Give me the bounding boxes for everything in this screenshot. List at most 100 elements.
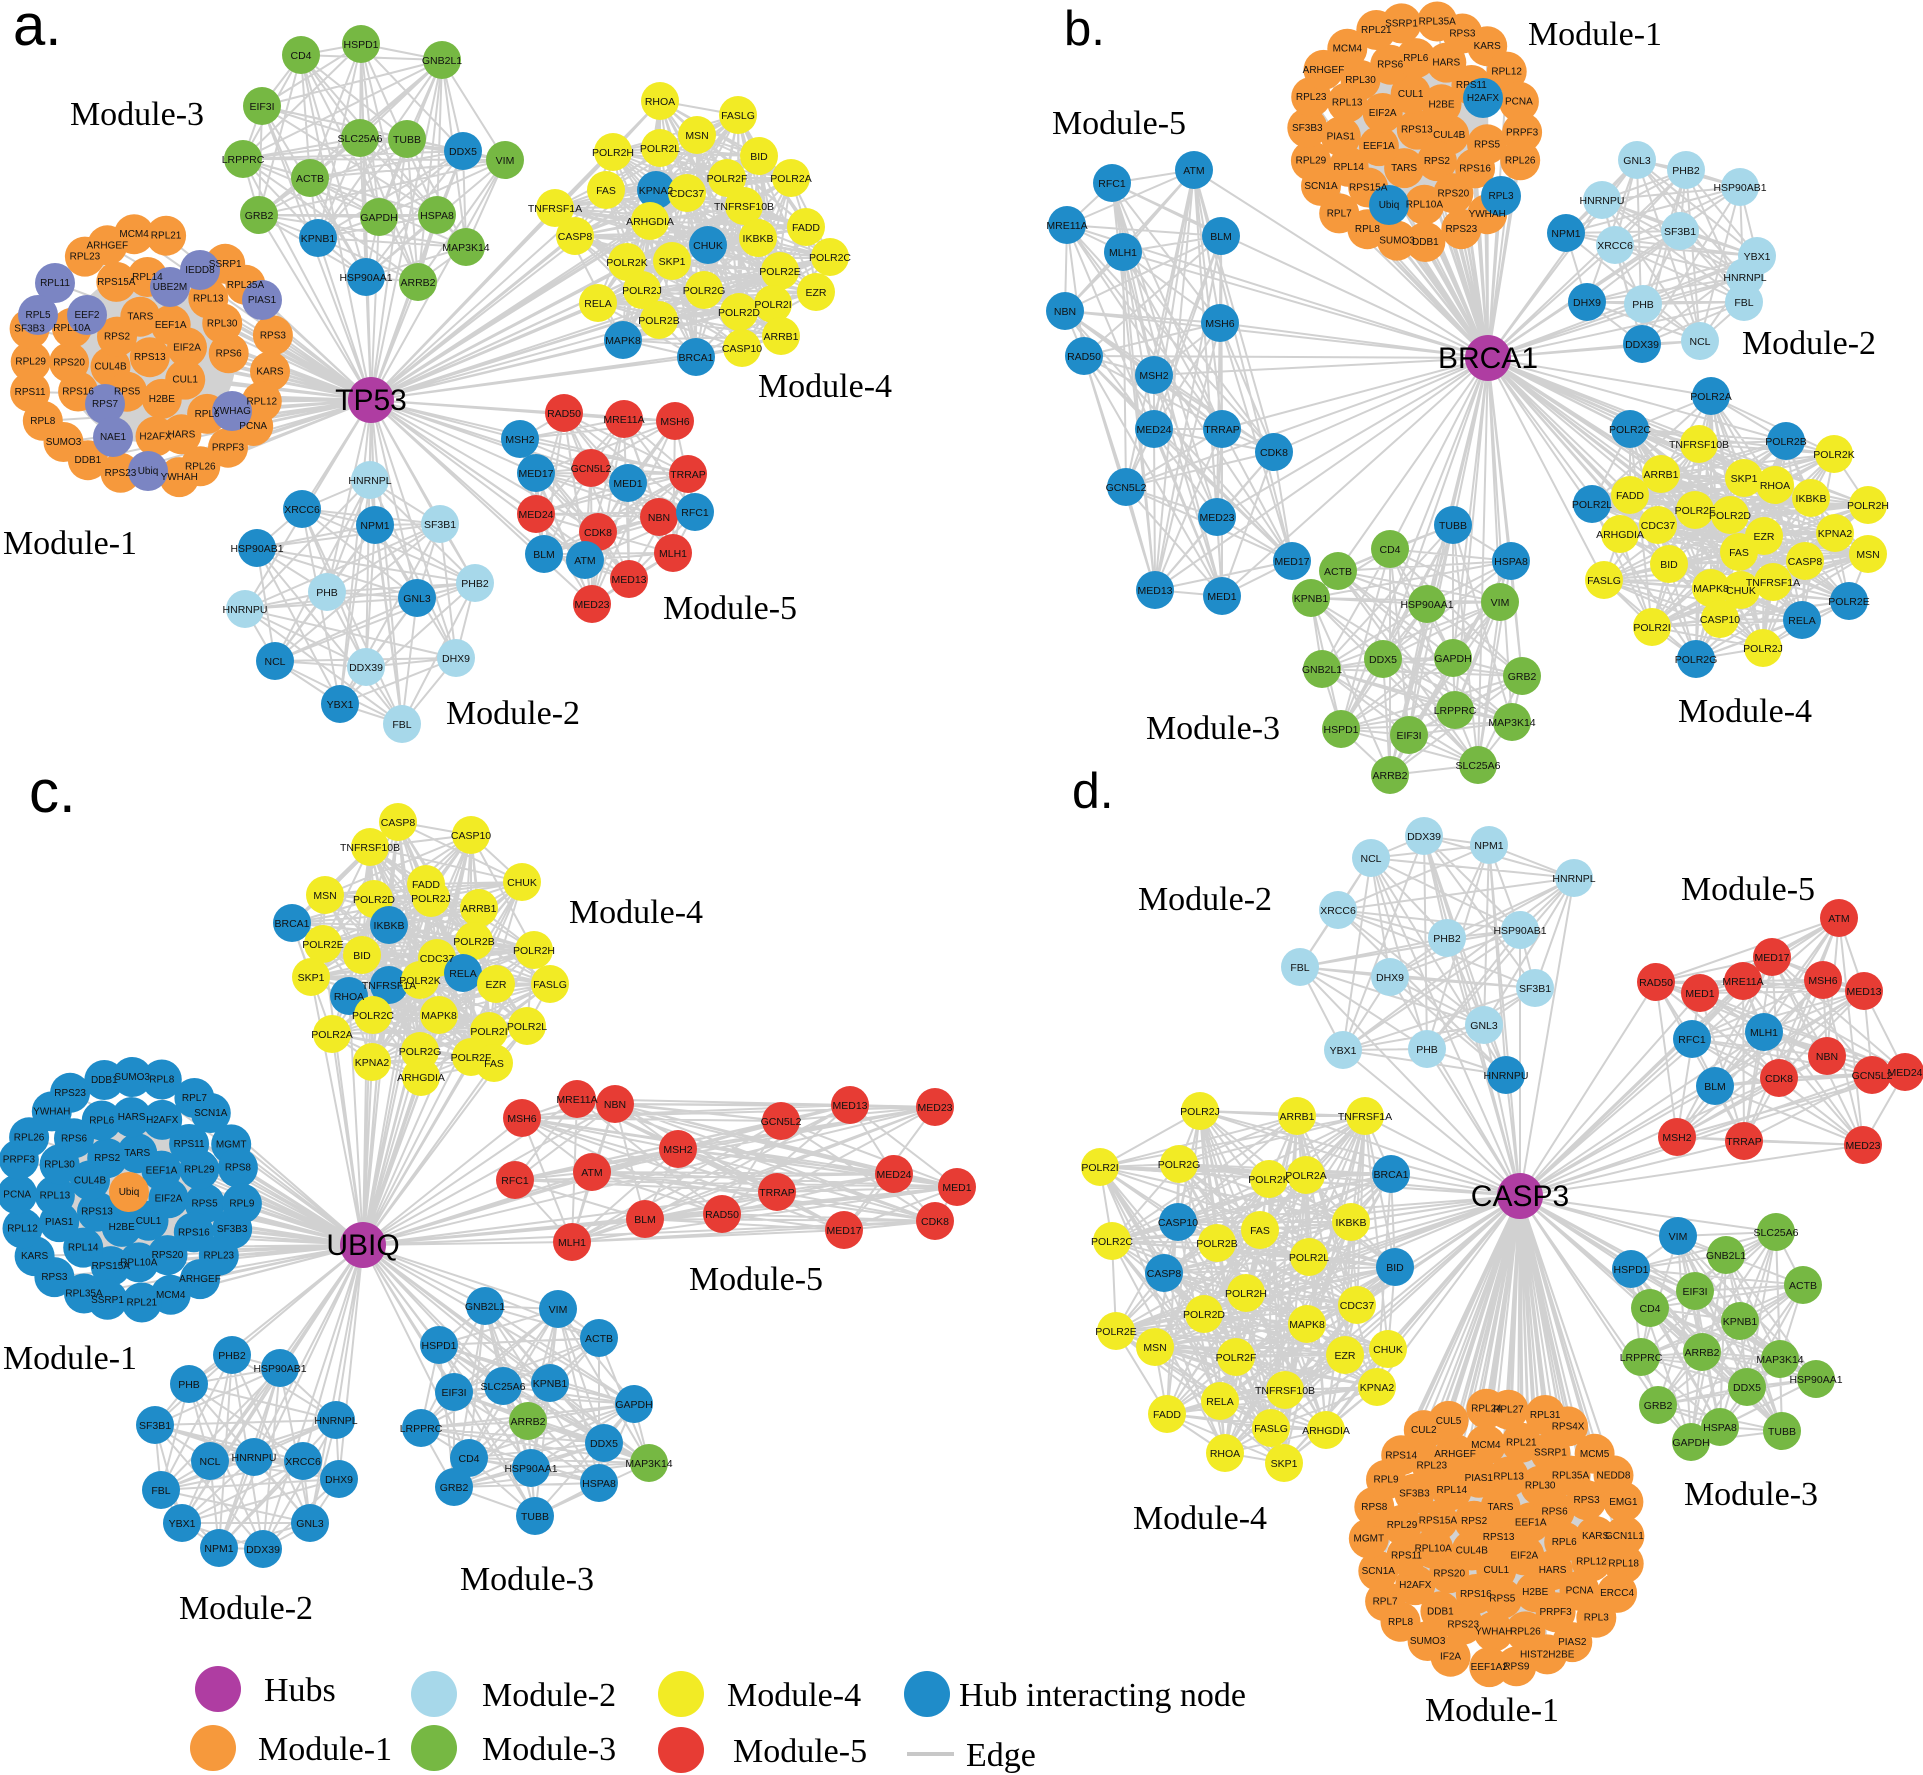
svg-text:POLR2L: POLR2L: [1289, 1252, 1329, 1264]
svg-text:RPL9: RPL9: [229, 1199, 254, 1210]
svg-text:POLR2K: POLR2K: [1813, 449, 1854, 461]
svg-text:POLR2D: POLR2D: [353, 894, 395, 906]
svg-text:POLR2J: POLR2J: [411, 893, 451, 905]
svg-text:FAS: FAS: [484, 1058, 504, 1070]
svg-text:YBX1: YBX1: [169, 1518, 196, 1530]
svg-text:TARS: TARS: [124, 1148, 150, 1159]
svg-text:RPS2: RPS2: [94, 1153, 121, 1164]
svg-text:RPS16: RPS16: [178, 1227, 210, 1238]
svg-text:POLR2F: POLR2F: [1216, 1352, 1257, 1364]
svg-text:PRPF3: PRPF3: [3, 1155, 36, 1166]
svg-text:MRE11A: MRE11A: [1722, 976, 1763, 988]
svg-text:POLR2E: POLR2E: [302, 939, 343, 951]
svg-text:HSPD1: HSPD1: [343, 39, 378, 51]
svg-text:ARRB2: ARRB2: [1684, 1347, 1719, 1359]
svg-text:GRB2: GRB2: [1644, 1400, 1673, 1412]
svg-text:MED13: MED13: [1137, 585, 1172, 597]
svg-text:RPL23: RPL23: [1296, 92, 1327, 103]
svg-text:RPS16: RPS16: [1459, 163, 1491, 174]
svg-text:Module-5: Module-5: [1681, 871, 1815, 908]
svg-text:VIM: VIM: [496, 155, 515, 167]
svg-text:SF3B3: SF3B3: [1292, 123, 1323, 134]
svg-text:MED1: MED1: [613, 478, 642, 490]
svg-text:MED24: MED24: [1136, 424, 1171, 436]
svg-text:PRPF3: PRPF3: [212, 443, 245, 454]
svg-text:SCN1A: SCN1A: [194, 1108, 228, 1119]
svg-text:GRB2: GRB2: [1508, 671, 1537, 683]
svg-text:POLR2H: POLR2H: [1847, 500, 1889, 512]
svg-text:POLR2J: POLR2J: [622, 285, 662, 297]
svg-text:BID: BID: [1386, 1262, 1404, 1274]
svg-text:POLR2F: POLR2F: [451, 1052, 492, 1064]
svg-text:POLR2D: POLR2D: [1183, 1309, 1225, 1321]
svg-text:MCM4: MCM4: [1471, 1440, 1501, 1451]
svg-text:POLR2L: POLR2L: [640, 143, 680, 155]
svg-text:MSN: MSN: [1143, 1342, 1166, 1354]
svg-text:RPS20: RPS20: [1438, 188, 1470, 199]
svg-text:TRRAP: TRRAP: [1726, 1136, 1762, 1148]
svg-text:EZR: EZR: [1335, 1350, 1356, 1362]
svg-text:GNB2L1: GNB2L1: [422, 55, 462, 67]
svg-text:PIAS2: PIAS2: [1558, 1637, 1587, 1648]
svg-text:RPL35A: RPL35A: [1419, 17, 1457, 28]
svg-text:GCN5L2: GCN5L2: [1852, 1070, 1893, 1082]
svg-text:b.: b.: [1064, 2, 1105, 56]
svg-text:MED24: MED24: [518, 509, 553, 521]
svg-text:RPL11: RPL11: [40, 278, 70, 289]
svg-text:CHUK: CHUK: [1373, 1344, 1403, 1356]
svg-text:POLR2I: POLR2I: [1633, 622, 1670, 634]
svg-text:HSP90AA1: HSP90AA1: [339, 272, 392, 284]
svg-text:PIAS1: PIAS1: [45, 1217, 74, 1228]
svg-text:CDC37: CDC37: [670, 188, 705, 200]
svg-text:CHUK: CHUK: [693, 240, 723, 252]
svg-text:POLR2B: POLR2B: [638, 315, 679, 327]
svg-text:TUBB: TUBB: [1768, 1426, 1796, 1438]
svg-text:CASP10: CASP10: [451, 830, 491, 842]
svg-text:FBL: FBL: [151, 1485, 170, 1497]
svg-text:TRRAP: TRRAP: [1204, 424, 1240, 436]
svg-text:NBN: NBN: [1054, 306, 1076, 318]
svg-text:RFC1: RFC1: [501, 1175, 529, 1187]
svg-text:POLR2J: POLR2J: [1743, 643, 1783, 655]
svg-text:YWHAH: YWHAH: [1475, 1627, 1512, 1638]
svg-text:DDB1: DDB1: [75, 455, 102, 466]
svg-text:PCNA: PCNA: [3, 1189, 31, 1200]
svg-text:H2AFX: H2AFX: [1399, 1580, 1432, 1591]
svg-text:TNFRSF10B: TNFRSF10B: [340, 842, 400, 854]
svg-text:PHB: PHB: [1632, 299, 1654, 311]
svg-text:PCNA: PCNA: [239, 421, 267, 432]
svg-text:UBIQ: UBIQ: [326, 1229, 399, 1262]
svg-text:SUMO3: SUMO3: [1410, 1636, 1446, 1647]
svg-text:SSRP1: SSRP1: [1534, 1447, 1567, 1458]
svg-text:XRCC6: XRCC6: [284, 504, 320, 516]
svg-text:RPL5: RPL5: [25, 310, 50, 321]
svg-text:RPS11: RPS11: [174, 1139, 205, 1150]
svg-text:MCM4: MCM4: [1333, 44, 1363, 55]
svg-text:FAS: FAS: [596, 185, 616, 197]
svg-text:TNFRSF1A: TNFRSF1A: [1338, 1111, 1392, 1123]
svg-text:RPS11: RPS11: [15, 387, 46, 398]
svg-text:YWHAH: YWHAH: [1469, 209, 1506, 220]
svg-text:POLR2K: POLR2K: [399, 975, 440, 987]
svg-text:SKP1: SKP1: [1271, 1458, 1298, 1470]
svg-text:RPS16: RPS16: [1460, 1589, 1492, 1600]
svg-text:HNRNPU: HNRNPU: [1484, 1070, 1529, 1082]
svg-text:Module-3: Module-3: [70, 96, 204, 133]
svg-text:RPL18: RPL18: [1608, 1559, 1639, 1570]
svg-text:XRCC6: XRCC6: [285, 1456, 321, 1468]
svg-text:MCM4: MCM4: [156, 1290, 186, 1301]
svg-text:RPL13: RPL13: [193, 294, 224, 305]
svg-text:POLR2K: POLR2K: [1248, 1174, 1289, 1186]
svg-text:PHB2: PHB2: [461, 578, 489, 590]
svg-text:HSP90AB1: HSP90AB1: [253, 1363, 306, 1375]
svg-text:POLR2G: POLR2G: [683, 285, 726, 297]
svg-text:SCN1A: SCN1A: [1362, 1566, 1396, 1577]
svg-text:MSH2: MSH2: [1662, 1132, 1691, 1144]
svg-text:Module-4: Module-4: [758, 368, 892, 405]
svg-text:POLR2F: POLR2F: [1675, 505, 1716, 517]
svg-text:PHB: PHB: [1416, 1044, 1438, 1056]
svg-text:CD4: CD4: [458, 1453, 479, 1465]
svg-text:RPL21: RPL21: [1506, 1438, 1537, 1449]
svg-text:KARS: KARS: [1582, 1531, 1610, 1542]
svg-text:MLH1: MLH1: [1109, 247, 1137, 259]
